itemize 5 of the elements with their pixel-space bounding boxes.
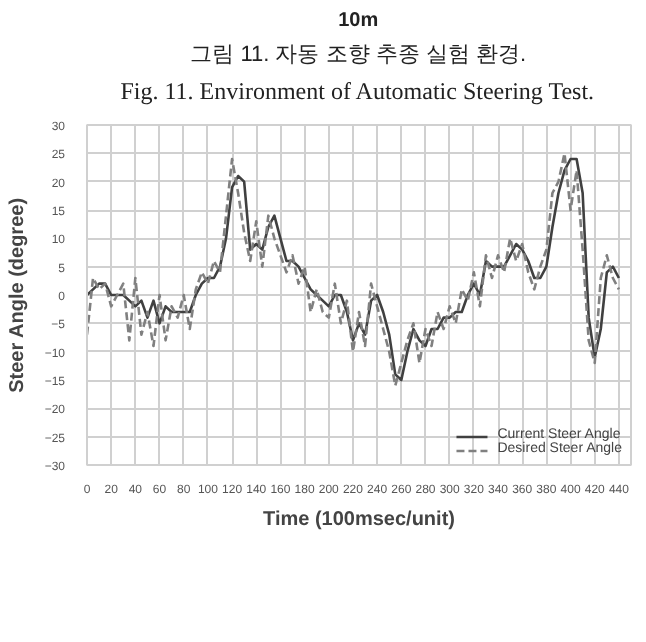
y-axis-title: Steer Angle (degree) [6, 197, 29, 393]
x-axis-title: Time (100msec/unit) [263, 509, 455, 531]
caption: Fig. 11. Environment of Automatic Steering Test. [120, 77, 595, 105]
text: 10m [338, 10, 379, 32]
caption: 그림 11. 자동 조향 추종 실험 환경. [190, 43, 527, 67]
